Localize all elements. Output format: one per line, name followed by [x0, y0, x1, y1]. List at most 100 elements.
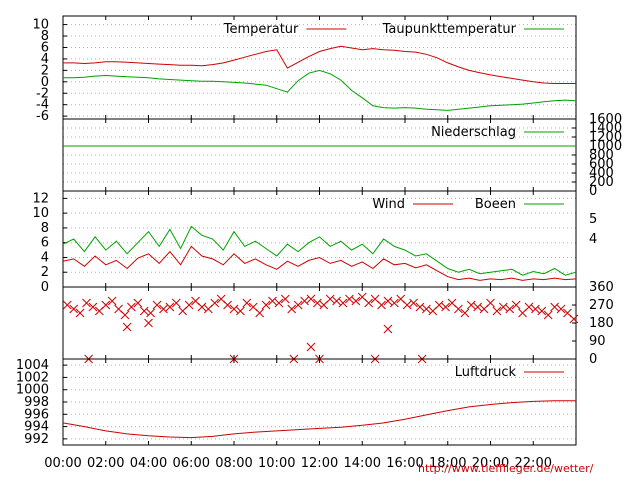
wind-direction-marker — [422, 304, 431, 314]
wind-direction-marker — [159, 304, 168, 314]
wind-direction-marker — [466, 300, 476, 310]
x-tick-label: 08:00 — [215, 456, 252, 471]
wind-direction-marker — [144, 318, 153, 328]
wind-direction-marker — [556, 304, 566, 314]
wind-direction-marker — [389, 298, 399, 308]
wind-direction-marker — [268, 296, 277, 306]
wind-direction-marker — [524, 302, 534, 312]
y-tick-label-right: 1600 — [589, 112, 622, 127]
wind-direction-marker — [486, 298, 495, 308]
y-tick-label: 2 — [41, 63, 49, 78]
wind-direction-marker — [543, 310, 553, 320]
wind-direction-marker — [62, 300, 72, 310]
panel-frame — [62, 286, 577, 360]
wind-direction-marker — [511, 300, 521, 310]
wind-direction-marker — [255, 308, 265, 318]
y-tick-label-right: 90 — [589, 334, 606, 349]
y-tick-label: 992 — [24, 432, 49, 447]
wind-direction-marker — [325, 294, 335, 304]
wind-direction-marker — [75, 308, 85, 318]
y-tick-label: 996 — [24, 407, 49, 422]
wind-direction-marker — [383, 324, 393, 334]
x-tick-label: 20:00 — [472, 456, 509, 471]
y-tick-label: 4 — [41, 52, 49, 67]
y-tick-label-right: 180 — [589, 316, 614, 331]
wind-direction-marker — [223, 300, 232, 310]
legend-label: Taupunkttemperatur — [382, 22, 517, 37]
wind-direction-marker — [409, 298, 418, 308]
wind-direction-marker — [351, 296, 361, 306]
right-label: 4 — [589, 232, 597, 247]
y-tick-label-right: 600 — [589, 157, 614, 172]
y-tick-label: 8 — [41, 29, 49, 44]
right-label: 5 — [589, 212, 597, 227]
wind-direction-marker — [345, 294, 354, 304]
wind-direction-marker — [415, 302, 425, 312]
wind-direction-marker — [492, 306, 502, 316]
x-tick-label: 22:00 — [515, 456, 552, 471]
x-tick-label: 18:00 — [429, 456, 466, 471]
series-line-temperatur — [63, 45, 576, 84]
wind-direction-marker — [377, 300, 386, 310]
y-tick-label-right: 1200 — [589, 130, 622, 145]
y-tick-label: -2 — [36, 86, 49, 101]
x-tick-label: 10:00 — [258, 456, 295, 471]
wind-direction-marker — [229, 304, 239, 314]
wind-direction-marker — [287, 304, 297, 314]
wind-direction-marker — [441, 302, 450, 312]
y-tick-label-right: 0 — [589, 352, 597, 367]
legend-label: Niederschlag — [431, 125, 516, 140]
credit-url: http://www.tiefflieger.de/wetter/ — [418, 462, 594, 475]
wind-direction-marker — [473, 302, 483, 312]
wind-direction-marker — [171, 298, 181, 308]
wind-direction-marker — [280, 294, 290, 304]
wind-direction-marker — [402, 300, 412, 310]
series-line-luftdruck — [62, 400, 576, 439]
wind-direction-marker — [197, 302, 207, 312]
y-tick-label: 10 — [32, 18, 49, 33]
y-tick-label: 1002 — [16, 370, 49, 385]
wind-direction-marker — [82, 298, 91, 308]
wind-direction-marker — [152, 300, 162, 310]
wind-direction-marker — [146, 308, 155, 318]
wind-direction-marker — [122, 322, 132, 332]
wind-direction-marker — [69, 304, 79, 314]
wind-direction-marker — [332, 296, 341, 306]
y-tick-label: 994 — [24, 420, 49, 435]
y-tick-label: 0 — [41, 280, 49, 295]
y-tick-label: 1004 — [16, 358, 49, 373]
wind-direction-marker — [261, 300, 271, 310]
wind-direction-marker — [569, 314, 579, 324]
series-line-wind — [62, 245, 577, 281]
y-tick-label-right: 200 — [589, 175, 614, 190]
y-tick-label: 6 — [41, 40, 49, 55]
wind-direction-marker — [531, 304, 540, 314]
wind-direction-marker — [338, 298, 348, 308]
wind-direction-marker — [313, 298, 322, 308]
wind-direction-marker — [139, 306, 149, 316]
wind-direction-marker — [306, 294, 316, 304]
wind-direction-marker — [127, 302, 136, 312]
wind-direction-marker — [133, 298, 143, 308]
y-tick-label: 12 — [32, 191, 49, 206]
y-tick-label: 6 — [41, 236, 49, 251]
x-tick-label: 16:00 — [386, 456, 423, 471]
wind-direction-marker — [434, 300, 444, 310]
wind-direction-marker — [300, 296, 309, 306]
legend-label: Boeen — [475, 197, 516, 212]
wind-direction-marker — [293, 300, 303, 310]
x-tick-label: 06:00 — [173, 456, 210, 471]
wind-direction-marker — [120, 310, 130, 320]
x-tick-label: 00:00 — [44, 456, 81, 471]
wind-direction-marker — [165, 302, 175, 312]
legend-label: Luftdruck — [455, 365, 517, 380]
y-tick-label: -4 — [36, 98, 49, 113]
wind-direction-marker — [498, 302, 508, 312]
series-line-boeen — [62, 225, 577, 276]
y-tick-label: 998 — [24, 395, 49, 410]
wind-direction-marker — [236, 306, 245, 316]
x-tick-label: 04:00 — [130, 456, 167, 471]
y-tick-label-right: 400 — [589, 166, 614, 181]
wind-direction-marker — [505, 304, 515, 314]
